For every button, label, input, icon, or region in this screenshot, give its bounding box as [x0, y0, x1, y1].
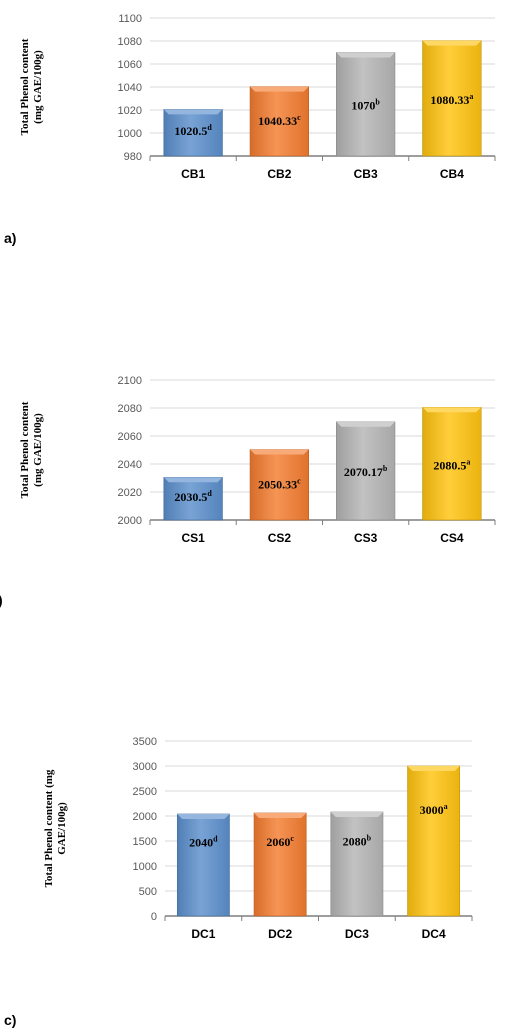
x-category-label: CB1 — [181, 167, 205, 181]
y-axis-label: Total Phenol content(mg GAE/100g) — [19, 401, 44, 498]
data-label: 2050.33c — [258, 476, 301, 491]
bar — [249, 86, 310, 157]
bar — [253, 812, 307, 917]
data-label: 2080b — [343, 833, 372, 848]
x-category-label: CS1 — [181, 531, 205, 545]
bar-bevel — [336, 421, 395, 427]
y-tick-label: 1000 — [118, 128, 142, 140]
data-label: 1080.33a — [430, 92, 473, 107]
chart-panel-c: 0 500 1000 1500 2000 2500 3000 3500 Total Phenol… — [0, 730, 505, 1028]
bar — [176, 813, 230, 917]
bar-bevel — [177, 814, 230, 819]
bar-bevel — [163, 109, 223, 115]
bar-bevel — [422, 40, 482, 46]
bar-bevel — [336, 52, 395, 58]
y-tick-label: 980 — [124, 151, 142, 163]
x-category-label: CS3 — [354, 531, 378, 545]
y-axis-label: Total Phenol content (mgGAE/100g) — [43, 769, 68, 887]
panel-label-c: c) — [4, 1012, 17, 1028]
y-axis-label: Total Phenol content(mg GAE/100g) — [19, 38, 44, 135]
data-label: 2040d — [189, 835, 218, 850]
x-category-label: DC1 — [191, 927, 215, 941]
bar — [335, 421, 396, 521]
y-tick-label: 2100 — [118, 375, 142, 387]
data-label: 2080.5a — [433, 457, 470, 472]
x-category-label: CB4 — [440, 167, 464, 181]
y-tick-label: 2000 — [118, 515, 142, 527]
chart-a: 980 1000 1020 1040 1060 1080 1100 Total Phenol … — [19, 13, 496, 181]
chart-c: 0 500 1000 1500 2000 2500 3000 3500 Total Phenol… — [43, 736, 473, 941]
data-label: 2030.5d — [174, 489, 212, 504]
y-tick-label: 1500 — [133, 836, 157, 848]
panel-label-a: a) — [4, 230, 17, 246]
chart-panel-b: 2000 2020 2040 2060 2080 2100 Total Phenol con… — [0, 360, 505, 610]
bar-bevel — [422, 407, 482, 413]
y-tick-label: 1020 — [118, 105, 142, 117]
data-label: 1040.33c — [258, 113, 301, 128]
bar — [422, 406, 482, 521]
panel-label-b: ) — [0, 592, 3, 608]
x-category-label: CB2 — [267, 167, 291, 181]
x-category-label: DC4 — [422, 927, 446, 941]
data-label: 2070.17b — [344, 464, 388, 479]
y-tick-label: 1080 — [118, 36, 142, 48]
data-label: 1070b — [351, 97, 380, 112]
chart-panel-a: 980 1000 1020 1040 1060 1080 1100 Total Phenol … — [0, 0, 505, 250]
x-category-label: DC3 — [345, 927, 369, 941]
y-tick-label: 1040 — [118, 82, 142, 94]
x-category-label: DC2 — [268, 927, 292, 941]
y-tick-label: 2500 — [133, 786, 157, 798]
y-tick-label: 1000 — [133, 861, 157, 873]
bar-bevel — [163, 477, 223, 483]
y-tick-label: 1060 — [118, 59, 142, 71]
y-tick-label: 2080 — [118, 403, 142, 415]
x-category-label: CB3 — [354, 167, 378, 181]
bar-bevel — [254, 813, 307, 818]
bar — [163, 477, 223, 521]
y-tick-label: 500 — [139, 886, 157, 898]
y-tick-label: 3500 — [133, 736, 157, 748]
data-label: 2060c — [266, 834, 294, 849]
bar — [422, 40, 482, 157]
y-tick-label: 3000 — [133, 761, 157, 773]
y-tick-label: 2020 — [118, 487, 142, 499]
bar-bevel — [250, 86, 309, 92]
bar-bevel — [250, 449, 309, 455]
bar — [330, 811, 384, 917]
y-tick-label: 1100 — [118, 13, 142, 25]
y-tick-label: 2000 — [133, 811, 157, 823]
data-label: 3000a — [420, 802, 448, 817]
chart-b: 2000 2020 2040 2060 2080 2100 Total Phenol con… — [19, 375, 496, 545]
x-category-label: CS2 — [268, 531, 292, 545]
bar — [249, 449, 310, 521]
bar — [407, 765, 461, 917]
bar-bevel — [407, 766, 460, 771]
y-tick-label: 0 — [151, 911, 157, 923]
bar — [163, 109, 223, 157]
bar-bevel — [330, 812, 383, 817]
y-tick-label: 2060 — [118, 431, 142, 443]
y-tick-label: 2040 — [118, 459, 142, 471]
x-category-label: CS4 — [440, 531, 464, 545]
data-label: 1020.5d — [174, 123, 212, 138]
